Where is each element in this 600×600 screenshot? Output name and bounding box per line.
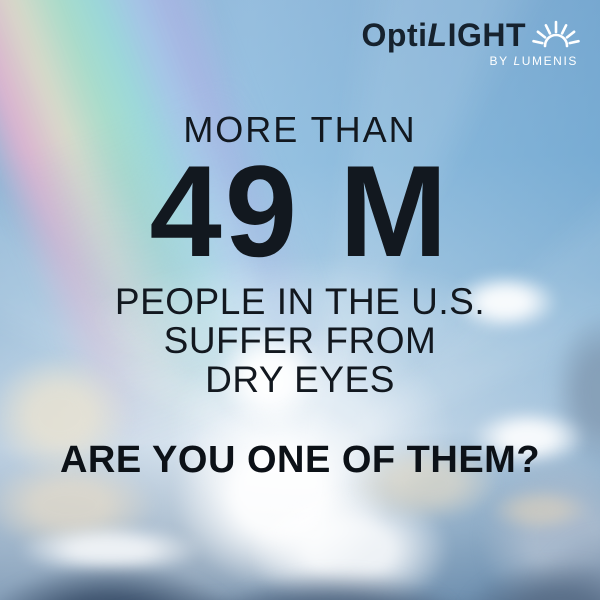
- cloud-dark-bottom-right: [420, 535, 600, 600]
- headline-line-1: PEOPLE IN THE U.S.: [114, 280, 486, 322]
- wordmark-part-3: IGHT: [447, 17, 526, 53]
- byline-rest: UMENIS: [521, 54, 578, 68]
- wordmark-part-1: Opti: [361, 17, 428, 53]
- question-text: ARE YOU ONE OF THEM?: [59, 438, 541, 481]
- cloud-bank-right-2: [498, 498, 600, 600]
- byline-italic-l: L: [513, 54, 522, 68]
- logo-row: OptiLIGHT: [362, 16, 580, 51]
- wordmark-italic-l: L: [427, 17, 448, 53]
- cloud-dark-strip: [0, 575, 600, 600]
- statistic-value: 49 M: [149, 138, 451, 284]
- headline-line-3: DRY EYES: [205, 358, 395, 400]
- headline-kicker: MORE THAN: [183, 109, 417, 150]
- optilight-wordmark: OptiLIGHT: [362, 19, 526, 51]
- cloud-warm-right: [470, 480, 600, 540]
- sunburst-icon: [532, 20, 580, 48]
- headline-block: MORE THAN 49 M PEOPLE IN THE U.S. SUFFER…: [0, 112, 600, 482]
- headline-line-2: SUFFER FROM: [163, 319, 437, 361]
- brand-logo: OptiLIGHT BY LUMENIS: [362, 16, 580, 68]
- byline-prefix: BY: [489, 54, 514, 68]
- byline: BY LUMENIS: [362, 54, 580, 68]
